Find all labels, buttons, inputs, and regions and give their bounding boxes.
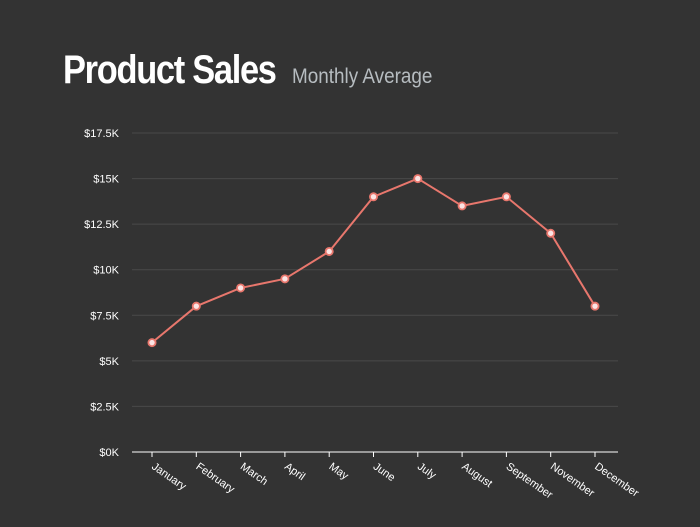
y-tick-label-0: $0K <box>99 447 119 459</box>
series-sales <box>147 174 600 348</box>
x-tick-label-8: September <box>504 461 555 502</box>
x-axis: January February March April May June July Augu… <box>132 451 641 502</box>
data-point-3[interactable] <box>280 274 290 284</box>
chart-subtitle: Monthly Average <box>292 65 433 88</box>
grid-lines <box>132 132 618 407</box>
x-tick-label-3: April <box>282 461 307 483</box>
data-point-4[interactable] <box>324 246 334 256</box>
y-axis: $0K $2.5K $5K $7.5K $10K $12.5K $15K $17.5K <box>84 128 120 459</box>
data-point-1[interactable] <box>191 301 201 311</box>
data-point-2[interactable] <box>236 283 246 293</box>
chart-title: Product Sales <box>63 48 277 92</box>
y-tick-label-6: $15K <box>93 174 119 186</box>
data-point-5[interactable] <box>368 192 378 202</box>
x-tick-label-6: July <box>415 461 438 482</box>
data-point-6[interactable] <box>413 174 423 184</box>
x-tick-label-1: February <box>194 461 237 496</box>
data-point-7[interactable] <box>457 201 467 211</box>
series-line-0 <box>151 177 596 344</box>
x-tick-label-10: December <box>592 461 641 500</box>
y-tick-label-2: $5K <box>99 356 119 368</box>
data-point-0[interactable] <box>147 338 157 348</box>
y-tick-label-1: $2.5K <box>90 401 119 413</box>
x-tick-label-7: August <box>459 461 494 490</box>
x-tick-label-4: May <box>326 461 350 483</box>
x-tick-label-2: March <box>238 461 270 488</box>
y-tick-label-7: $17.5K <box>84 128 120 140</box>
y-tick-label-3: $7.5K <box>90 310 119 322</box>
data-point-9[interactable] <box>546 228 556 238</box>
y-tick-label-5: $12.5K <box>84 219 120 231</box>
y-tick-label-4: $10K <box>93 265 119 277</box>
x-tick-label-9: November <box>548 461 597 500</box>
x-tick-label-0: January <box>149 461 188 494</box>
x-tick-label-5: June <box>371 461 397 485</box>
data-point-8[interactable] <box>501 192 511 202</box>
chart-header: Product Sales Monthly Average <box>63 48 448 93</box>
data-point-10[interactable] <box>590 301 600 311</box>
